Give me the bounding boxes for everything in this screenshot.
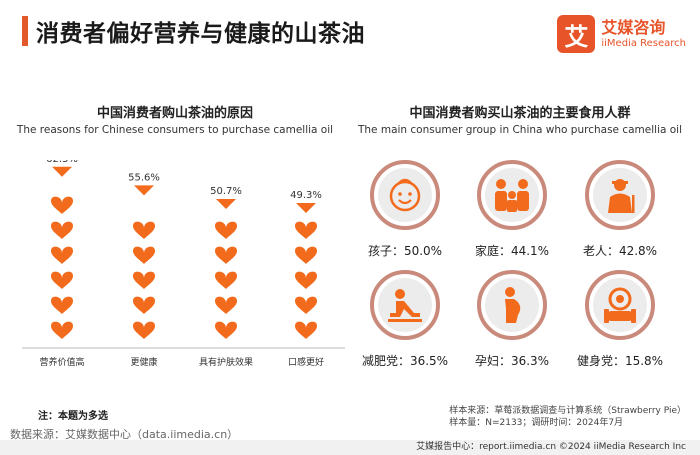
heart-mark: [215, 296, 237, 314]
heart-mark: [295, 246, 317, 264]
footer-text: 艾媒报告中心：report.iimedia.cn ©2024 iiMedia R…: [416, 442, 686, 452]
bar-2: 55.6% 更健康: [128, 172, 160, 368]
left-section-subtitle: The reasons for Chinese consumers to pur…: [16, 124, 334, 136]
heart-mark: [215, 321, 237, 339]
sample-source: 样本来源：草莓派数据调查与计算系统（Strawberry Pie）: [449, 406, 686, 416]
category-label: 口感更好: [288, 356, 324, 368]
page-title: 消费者偏好营养与健康的山茶油: [36, 21, 365, 47]
logo-mark-icon: 艾: [557, 15, 596, 53]
heart-mark: [215, 271, 237, 289]
footer-bar: 艾媒报告中心：report.iimedia.cn ©2024 iiMedia R…: [0, 440, 700, 455]
heart-mark: [51, 221, 73, 239]
bar-1: 62.3% 营养价值高: [39, 160, 84, 368]
fitness-icon: [388, 289, 422, 322]
group-label: 健身党：15.8%: [576, 354, 664, 368]
heart-mark: [133, 221, 155, 239]
sample-size: 样本量：N=2133；调研时间：2024年7月: [449, 418, 624, 428]
group-item-child: 孩子：50.0%: [355, 160, 455, 259]
title-accent-bar: [22, 16, 28, 46]
reasons-chart: 62.3% 营养价值高 55.6% 更健康 50.7% 具有护肤效果 49.3% 口感更好: [22, 160, 345, 368]
bar-4: 49.3% 口感更好: [288, 190, 324, 368]
value-marker: [52, 166, 72, 177]
heart-mark: [51, 246, 73, 264]
group-item-gym: 健身党：15.8%: [570, 270, 670, 369]
heart-mark: [133, 321, 155, 339]
group-label: 老人：42.8%: [582, 244, 658, 258]
heart-mark: [51, 296, 73, 314]
brand-logo: 艾 艾媒咨询 iiMedia Research: [557, 15, 686, 53]
group-label: 减肥党：36.5%: [361, 354, 449, 368]
heart-mark: [133, 296, 155, 314]
category-label: 更健康: [130, 356, 157, 368]
logo-cn: 艾媒咨询: [601, 17, 666, 37]
bar-3: 50.7% 具有护肤效果: [199, 186, 253, 368]
value-marker: [296, 202, 316, 213]
left-section-title: 中国消费者购山茶油的原因: [96, 106, 253, 121]
heart-mark: [51, 271, 73, 289]
heart-mark: [51, 196, 73, 214]
category-label: 营养价值高: [39, 356, 84, 368]
right-section-subtitle: The main consumer group in China who pur…: [357, 124, 683, 136]
heart-mark: [215, 221, 237, 239]
heart-mark: [295, 221, 317, 239]
heart-mark: [295, 321, 317, 339]
footnote: 注：本题为多选: [38, 411, 108, 422]
group-label: 孩子：50.0%: [367, 244, 443, 258]
value-marker: [216, 199, 236, 210]
right-section-title: 中国消费者购买山茶油的主要食用人群: [409, 106, 631, 121]
data-source: 数据来源：艾媒数据中心（data.iimedia.cn）: [10, 428, 239, 441]
group-label: 孕妇：36.3%: [474, 354, 550, 368]
elderly-icon: [608, 179, 635, 213]
category-label: 具有护肤效果: [199, 356, 253, 368]
heart-mark: [295, 271, 317, 289]
group-item-diet: 减肥党：36.5%: [355, 270, 455, 369]
group-item-family: 家庭：44.1%: [462, 160, 562, 259]
group-item-pregnant: 孕妇：36.3%: [462, 270, 562, 369]
value-label: 55.6%: [128, 172, 160, 183]
heart-mark: [133, 271, 155, 289]
value-label: 49.3%: [290, 190, 322, 201]
value-label: 50.7%: [210, 186, 242, 197]
value-label: 62.3%: [46, 160, 78, 165]
heart-mark: [133, 246, 155, 264]
dumbbell-icon: [604, 287, 636, 323]
group-item-elderly: 老人：42.8%: [570, 160, 670, 259]
value-marker: [134, 185, 154, 196]
family-icon: [495, 179, 529, 212]
child-face-icon: [389, 178, 421, 212]
group-label: 家庭：44.1%: [474, 244, 550, 258]
heart-mark: [295, 296, 317, 314]
heart-mark: [215, 246, 237, 264]
heart-mark: [51, 321, 73, 339]
logo-en: iiMedia Research: [601, 37, 686, 49]
pregnant-icon: [505, 287, 521, 323]
sample-info: 样本来源：草莓派数据调查与计算系统（Strawberry Pie） 样本量：N=…: [449, 405, 686, 429]
